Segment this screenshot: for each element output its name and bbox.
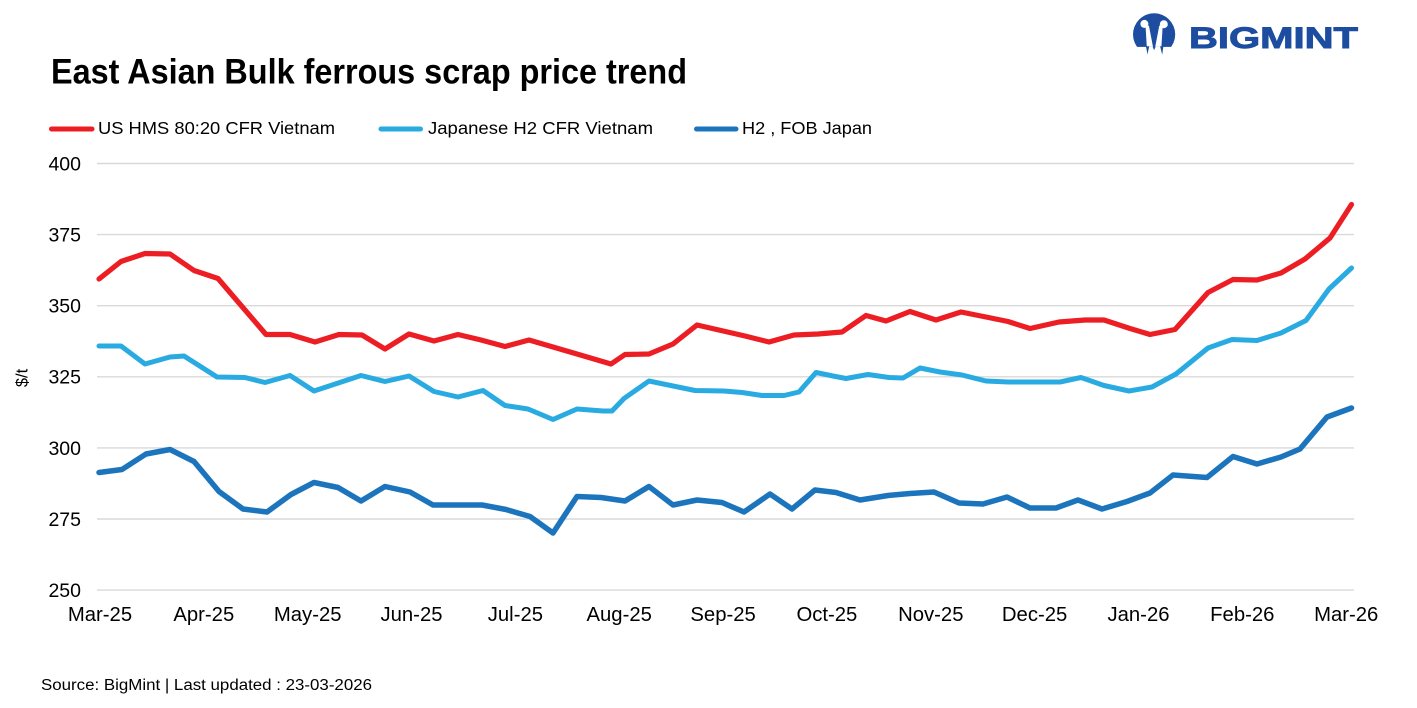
- svg-text:Mar-26: Mar-26: [1314, 604, 1378, 626]
- svg-text:May-25: May-25: [274, 604, 342, 626]
- svg-text:Nov-25: Nov-25: [898, 604, 963, 626]
- svg-text:H2 , FOB Japan: H2 , FOB Japan: [742, 118, 872, 138]
- svg-text:Oct-25: Oct-25: [796, 604, 857, 626]
- svg-text:Feb-26: Feb-26: [1210, 604, 1274, 626]
- svg-text:350: 350: [48, 296, 81, 318]
- svg-text:US HMS 80:20 CFR Vietnam: US HMS 80:20 CFR Vietnam: [98, 118, 335, 138]
- svg-text:Sep-25: Sep-25: [690, 604, 755, 626]
- svg-text:Apr-25: Apr-25: [173, 604, 234, 626]
- svg-text:Jun-25: Jun-25: [380, 604, 442, 626]
- svg-text:Jan-26: Jan-26: [1107, 604, 1169, 626]
- svg-text:Mar-25: Mar-25: [68, 604, 132, 626]
- svg-text:400: 400: [48, 153, 81, 175]
- svg-text:BIGMINT: BIGMINT: [1189, 22, 1358, 55]
- svg-text:Aug-25: Aug-25: [586, 604, 651, 626]
- svg-text:375: 375: [48, 225, 81, 247]
- svg-text:Dec-25: Dec-25: [1002, 604, 1067, 626]
- svg-text:Japanese H2 CFR Vietnam: Japanese H2 CFR Vietnam: [428, 118, 653, 138]
- svg-text:Source: BigMint | Last update: Source: BigMint | Last updated : 23-03-2…: [41, 677, 372, 694]
- svg-text:$/t: $/t: [14, 368, 32, 387]
- svg-text:250: 250: [48, 580, 81, 602]
- svg-text:325: 325: [48, 367, 81, 389]
- svg-text:Jul-25: Jul-25: [488, 604, 543, 626]
- svg-text:275: 275: [48, 509, 81, 531]
- svg-text:300: 300: [48, 438, 81, 460]
- svg-text:East Asian Bulk ferrous scrap: East Asian Bulk ferrous scrap price tren…: [51, 53, 687, 92]
